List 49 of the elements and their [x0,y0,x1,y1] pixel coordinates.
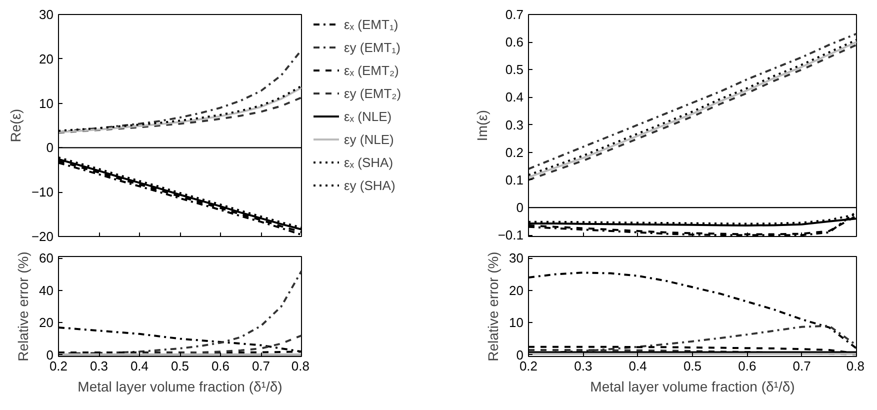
y-tick-label: −0.1 [498,228,524,243]
x-axis-title: Metal layer volume fraction (δ¹/δ) [590,378,795,394]
y-tick-label: 0.3 [505,117,524,132]
y-tick-label: 10 [39,96,54,111]
x-tick-label: 0.5 [683,358,702,374]
legend-label: εy (NLE) [344,132,394,146]
x-tick-label: 0.4 [130,358,149,374]
y-tick-label: 0.7 [505,7,524,22]
y-tick-label: 0 [46,347,54,362]
y-tick-label: 0 [516,200,524,216]
y-tick-label: 0.2 [505,144,524,160]
x-tick-label: 0.3 [90,358,108,374]
legend-label: εy (SHA) [344,178,396,192]
x-tick-label: 0.7 [252,358,270,374]
y-tick-label: 60 [39,250,54,266]
y-tick-label: 20 [39,315,54,330]
y-tick-label: −10 [31,184,54,200]
y-tick-label: 0 [516,347,524,362]
x-tick-label: 0.6 [211,358,230,374]
y-axis-title: Relative error (%) [15,252,32,362]
legend-label: εy (EMT₁) [344,40,400,54]
y-axis-title: Im(ε) [474,110,490,142]
x-tick-label: 0.4 [628,358,647,374]
x-tick-label: 0.8 [846,358,865,374]
y-tick-label: 0.1 [505,172,524,188]
y-tick-label: 30 [509,250,524,266]
y-tick-label: 10 [509,315,524,330]
legend-label: εₓ (NLE) [344,108,392,124]
legend-label: εₓ (EMT₂) [344,62,399,78]
x-tick-label: 0.8 [291,358,310,374]
y-axis-title: Re(ε) [7,108,24,142]
y-tick-label: 0.6 [505,34,524,50]
x-axis-title: Metal layer volume fraction (δ¹/δ) [78,378,282,394]
y-axis-title: Relative error (%) [485,252,502,362]
x-tick-label: 0.7 [792,358,811,374]
x-tick-label: 0.6 [738,358,756,374]
y-tick-label: 20 [39,51,54,66]
legend-label: εₓ (EMT₁) [344,16,398,32]
legend-label: εy (EMT₂) [344,86,402,100]
y-tick-label: 0 [46,140,54,156]
legend-label: εₓ (SHA) [344,154,394,170]
y-tick-label: 20 [509,282,524,298]
x-tick-label: 0.3 [574,358,592,374]
y-tick-label: 0.4 [505,90,524,105]
y-tick-label: −20 [31,229,54,244]
y-tick-label: 0.5 [505,62,524,78]
x-tick-label: 0.5 [170,358,190,374]
y-tick-label: 40 [39,282,54,298]
y-tick-label: 30 [39,7,54,22]
